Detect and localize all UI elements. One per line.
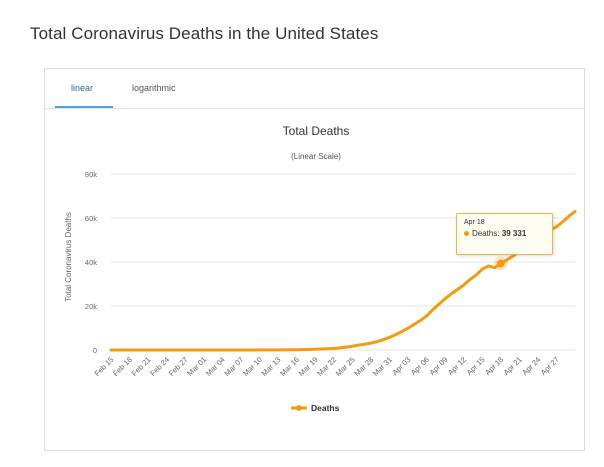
x-tick-label: Mar 07 — [222, 355, 245, 378]
x-tick-label: Mar 31 — [371, 355, 394, 378]
legend-label-deaths[interactable]: Deaths — [311, 403, 340, 413]
tooltip-value: 39 331 — [501, 229, 527, 238]
x-tick-label: Mar 28 — [352, 355, 375, 378]
x-tick-label: Mar 13 — [260, 355, 283, 378]
x-tick-label: Feb 27 — [167, 355, 190, 378]
chart-title: Total Deaths — [283, 124, 350, 138]
chart-panel: linear logarithmic Total Deaths (Linear … — [44, 68, 585, 451]
x-tick-label: Apr 27 — [539, 355, 561, 377]
x-tick-label: Apr 21 — [502, 355, 524, 377]
x-tick-label: Apr 12 — [446, 355, 468, 377]
x-tick-label: Feb 15 — [93, 355, 116, 378]
y-tick-label: 80k — [85, 170, 97, 179]
tab-linear[interactable]: linear — [71, 83, 94, 93]
x-tick-label: Mar 25 — [334, 355, 357, 378]
y-tick-label: 60k — [85, 214, 97, 223]
legend[interactable]: Deaths — [291, 403, 340, 413]
chart-subtitle: (Linear Scale) — [291, 152, 341, 161]
y-tick-label: 40k — [85, 258, 97, 267]
y-axis-ticks: 0 20k 40k 60k 80k — [85, 170, 97, 355]
scale-tabs: linear logarithmic — [45, 69, 584, 109]
x-tick-label: Apr 03 — [390, 355, 412, 377]
x-tick-label: Apr 06 — [409, 355, 431, 377]
tooltip-series-name: Deaths — [472, 229, 498, 238]
highlight-point[interactable] — [496, 259, 505, 268]
x-tick-label: Mar 16 — [278, 355, 301, 378]
x-tick-label: Mar 19 — [297, 355, 320, 378]
data-tooltip: Apr 18 Deaths: 39 331 — [456, 213, 553, 255]
line-chart: Total Deaths (Linear Scale) Total Corona… — [64, 124, 577, 413]
tooltip-series-dot-icon — [464, 231, 469, 237]
x-tick-label: Mar 22 — [315, 355, 338, 378]
x-tick-label: Feb 24 — [148, 355, 171, 378]
tooltip-date: Apr 18 — [464, 219, 485, 226]
x-tick-label: Mar 04 — [204, 355, 227, 378]
tab-logarithmic[interactable]: logarithmic — [132, 83, 176, 93]
y-tick-label: 0 — [93, 346, 97, 355]
y-axis-title: Total Coronavirus Deaths — [64, 212, 73, 302]
page-title: Total Coronavirus Deaths in the United S… — [30, 24, 379, 43]
x-tick-label: Apr 24 — [520, 355, 542, 377]
series-deaths — [109, 209, 577, 352]
legend-marker-icon — [296, 405, 302, 411]
active-tab-indicator — [55, 106, 113, 108]
x-tick-label: Feb 21 — [130, 355, 153, 378]
x-tick-label: Apr 15 — [465, 355, 487, 377]
y-tick-label: 20k — [85, 302, 97, 311]
x-tick-label: Mar 10 — [241, 355, 264, 378]
x-tick-label: Mar 01 — [185, 355, 208, 378]
x-tick-label: Apr 18 — [483, 355, 505, 377]
x-tick-label: Feb 18 — [111, 355, 134, 378]
x-tick-label: Apr 09 — [427, 355, 449, 377]
